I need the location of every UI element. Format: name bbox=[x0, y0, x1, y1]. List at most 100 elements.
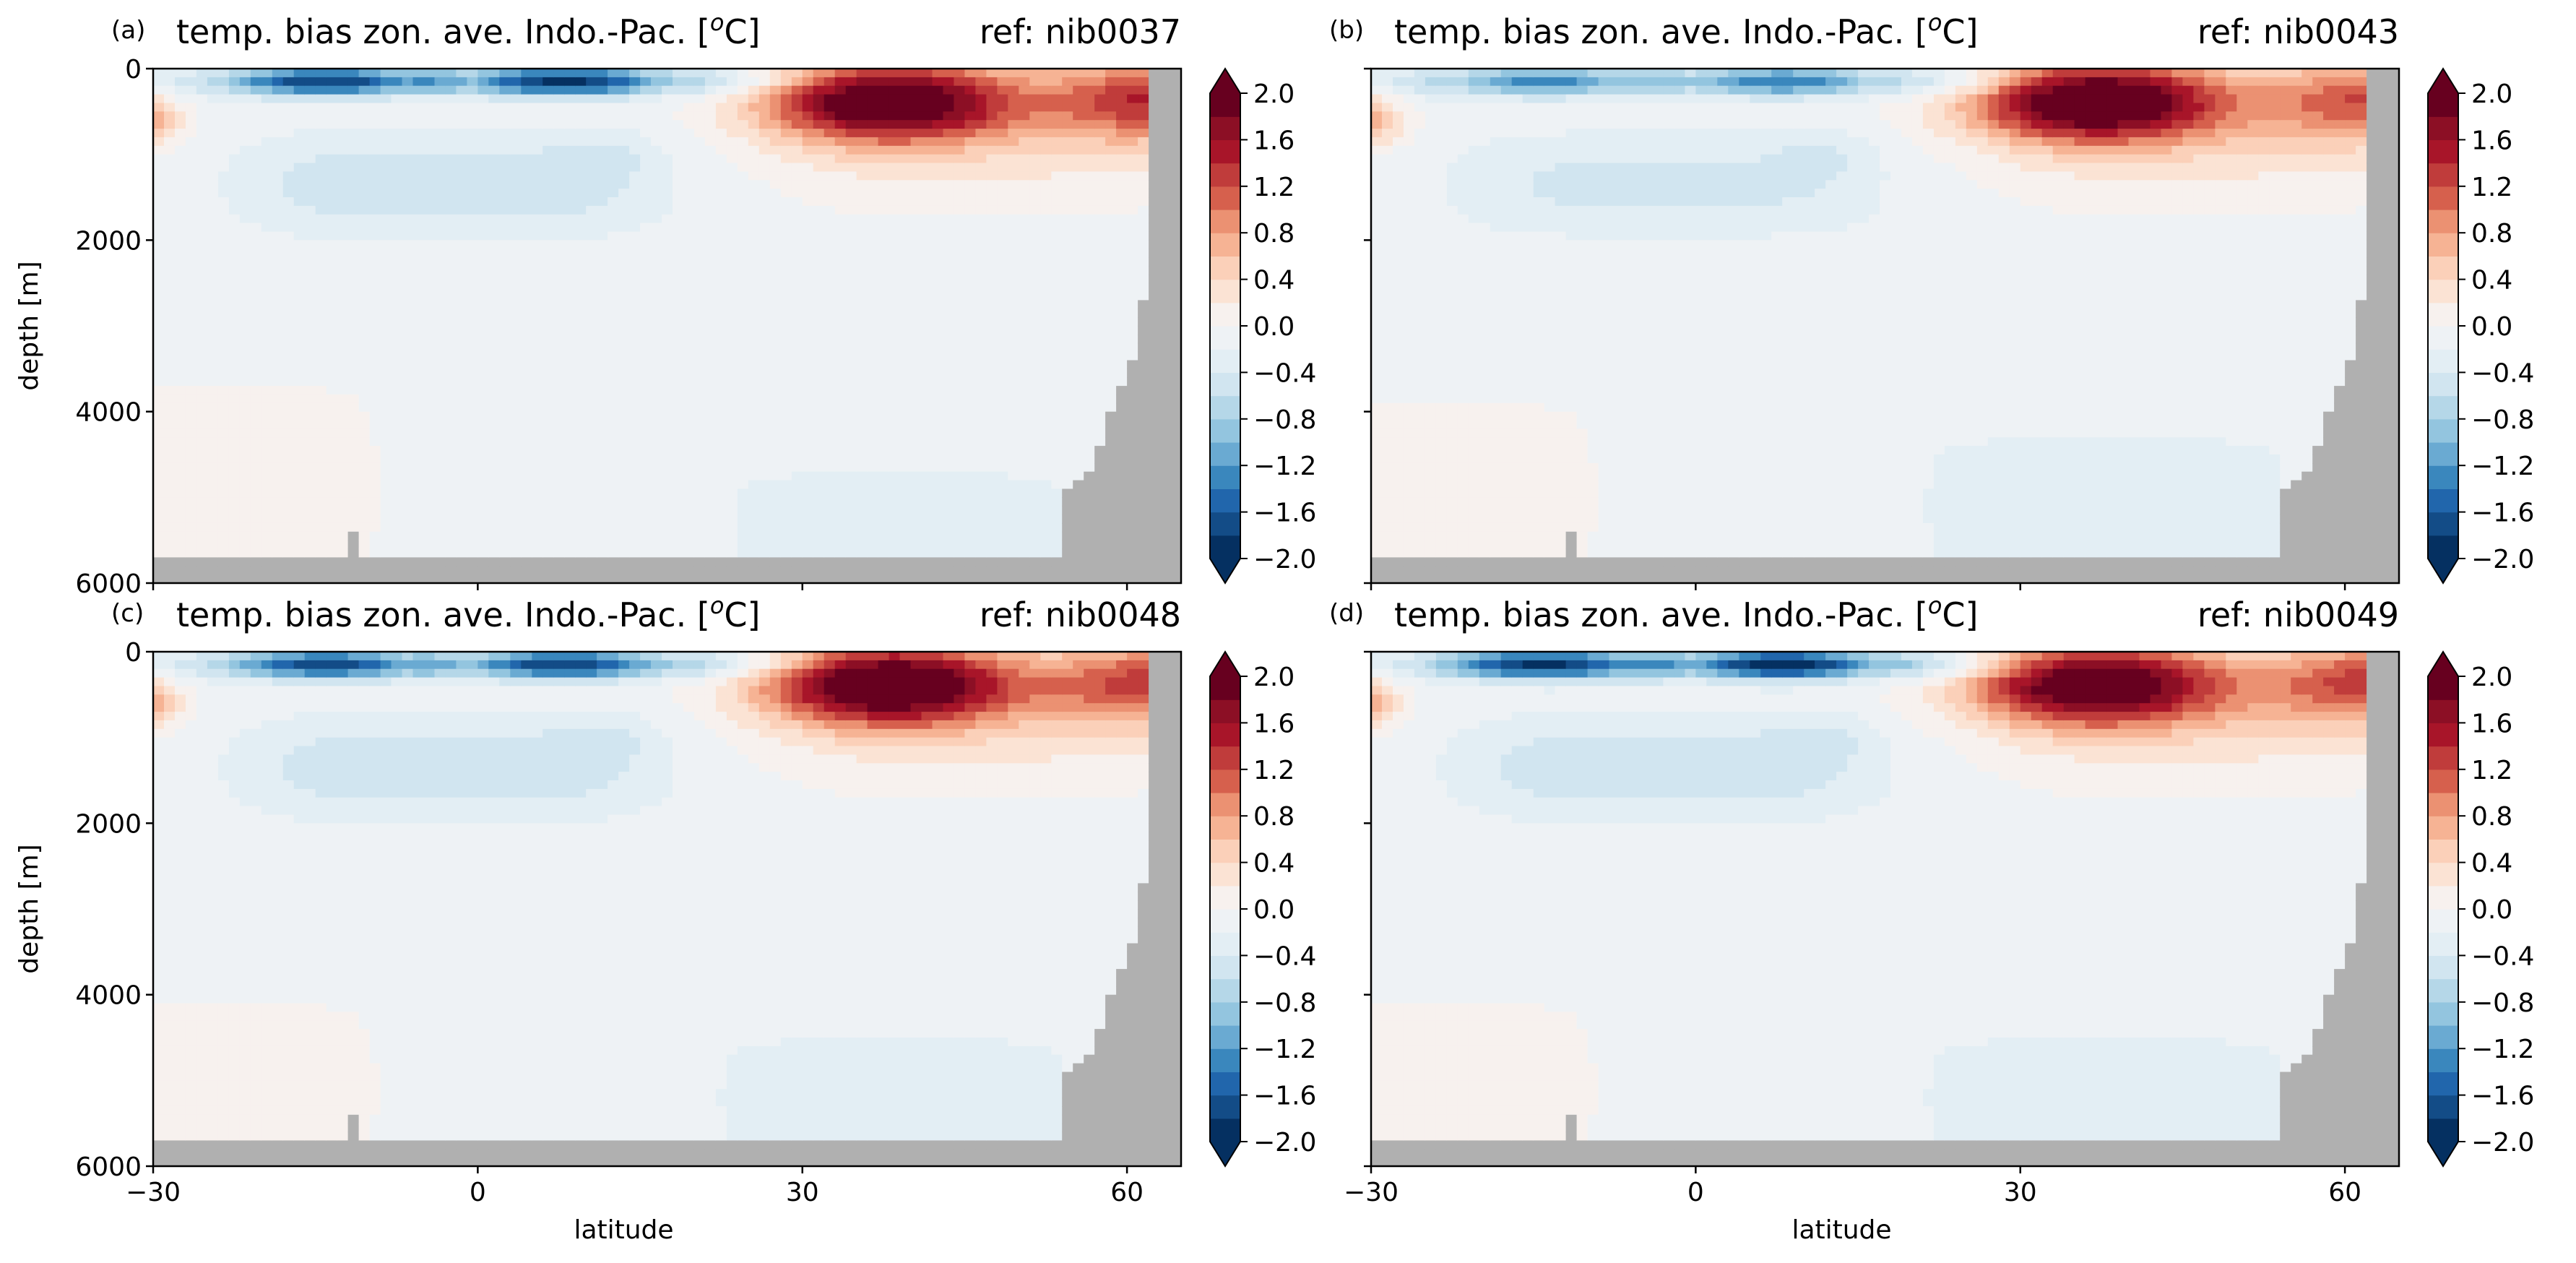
heatmap-cell bbox=[640, 540, 652, 550]
heatmap-cell bbox=[413, 95, 425, 104]
heatmap-cell bbox=[532, 86, 543, 95]
heatmap-cell bbox=[857, 146, 868, 155]
heatmap-cell bbox=[553, 137, 565, 147]
heatmap-cell bbox=[911, 206, 922, 215]
heatmap-cell bbox=[488, 368, 500, 378]
heatmap-cell bbox=[705, 189, 717, 198]
heatmap-cell bbox=[543, 437, 554, 447]
heatmap-cell bbox=[975, 343, 987, 353]
heatmap-cell bbox=[738, 283, 749, 293]
heatmap-cell bbox=[943, 223, 955, 233]
heatmap-cell bbox=[272, 343, 284, 353]
heatmap-cell bbox=[175, 377, 186, 387]
heatmap-cell bbox=[316, 232, 327, 241]
heatmap-cell bbox=[348, 180, 360, 189]
heatmap-cell bbox=[694, 86, 706, 95]
heatmap-cell bbox=[510, 446, 522, 455]
heatmap-cell bbox=[467, 421, 478, 430]
heatmap-cell bbox=[608, 155, 619, 164]
heatmap-cell bbox=[933, 215, 944, 224]
heatmap-cell bbox=[456, 309, 467, 318]
heatmap-cell bbox=[673, 566, 684, 575]
heatmap-cell bbox=[218, 77, 230, 87]
heatmap-cell bbox=[402, 574, 414, 584]
heatmap-cell bbox=[748, 480, 760, 490]
heatmap-cell bbox=[467, 403, 478, 413]
heatmap-cell bbox=[337, 257, 349, 267]
heatmap-cell bbox=[186, 129, 197, 138]
heatmap-cell bbox=[413, 523, 425, 533]
heatmap-cell bbox=[186, 197, 197, 207]
heatmap-cell bbox=[727, 403, 738, 413]
heatmap-cell bbox=[857, 197, 868, 207]
heatmap-cell bbox=[597, 180, 608, 189]
heatmap-cell bbox=[305, 77, 316, 87]
heatmap-cell bbox=[705, 300, 717, 309]
heatmap-cell bbox=[986, 335, 998, 344]
heatmap-cell bbox=[857, 523, 868, 533]
heatmap-cell bbox=[207, 240, 219, 249]
heatmap-cell bbox=[510, 129, 522, 138]
heatmap-cell bbox=[435, 566, 446, 575]
heatmap-cell bbox=[381, 574, 392, 584]
heatmap-cell bbox=[662, 343, 673, 353]
heatmap-cell bbox=[316, 95, 327, 104]
heatmap-cell bbox=[240, 309, 251, 318]
heatmap-cell bbox=[997, 549, 1008, 559]
heatmap-cell bbox=[543, 171, 554, 181]
heatmap-cell bbox=[521, 95, 532, 104]
heatmap-cell bbox=[770, 317, 782, 327]
heatmap-cell bbox=[889, 532, 901, 541]
heatmap-cell bbox=[640, 386, 652, 395]
heatmap-cell bbox=[662, 249, 673, 258]
heatmap-cell bbox=[445, 300, 457, 309]
heatmap-cell bbox=[381, 232, 392, 241]
heatmap-cell bbox=[683, 206, 695, 215]
heatmap-cell bbox=[857, 111, 868, 121]
heatmap-cell bbox=[673, 240, 684, 249]
heatmap-cell bbox=[521, 352, 532, 361]
heatmap-cell bbox=[608, 454, 619, 464]
heatmap-cell bbox=[792, 257, 803, 267]
heatmap-cell bbox=[316, 566, 327, 575]
heatmap-cell bbox=[488, 206, 500, 215]
heatmap-cell bbox=[413, 386, 425, 395]
heatmap-cell bbox=[207, 368, 219, 378]
heatmap-cell bbox=[781, 343, 792, 353]
heatmap-cell bbox=[337, 86, 349, 95]
heatmap-cell bbox=[316, 326, 327, 335]
heatmap-cell bbox=[175, 566, 186, 575]
heatmap-cell bbox=[229, 275, 241, 284]
heatmap-cell bbox=[359, 86, 371, 95]
heatmap-cell bbox=[229, 300, 241, 309]
heatmap-cell bbox=[640, 566, 652, 575]
heatmap-cell bbox=[803, 95, 814, 104]
heatmap-cell bbox=[975, 352, 987, 361]
heatmap-cell bbox=[618, 189, 630, 198]
heatmap-cell bbox=[153, 343, 165, 353]
heatmap-cell bbox=[218, 103, 230, 113]
heatmap-cell bbox=[586, 326, 597, 335]
heatmap-cell bbox=[803, 111, 814, 121]
heatmap-cell bbox=[543, 300, 554, 309]
heatmap-cell bbox=[618, 437, 630, 447]
heatmap-cell bbox=[651, 69, 662, 78]
heatmap-cell bbox=[716, 257, 727, 267]
heatmap-cell bbox=[618, 249, 630, 258]
heatmap-cell bbox=[348, 540, 360, 550]
heatmap-cell bbox=[933, 532, 944, 541]
heatmap-cell bbox=[164, 163, 176, 173]
heatmap-cell bbox=[272, 574, 284, 584]
heatmap-cell bbox=[792, 326, 803, 335]
heatmap-cell bbox=[770, 171, 782, 181]
heatmap-cell bbox=[381, 361, 392, 370]
heatmap-cell bbox=[922, 171, 933, 181]
heatmap-cell bbox=[218, 523, 230, 533]
heatmap-cell bbox=[673, 412, 684, 421]
heatmap-cell bbox=[467, 497, 478, 507]
heatmap-cell bbox=[186, 103, 197, 113]
heatmap-cell bbox=[878, 111, 890, 121]
heatmap-cell bbox=[954, 368, 965, 378]
heatmap-cell bbox=[954, 197, 965, 207]
heatmap-cell bbox=[305, 232, 316, 241]
